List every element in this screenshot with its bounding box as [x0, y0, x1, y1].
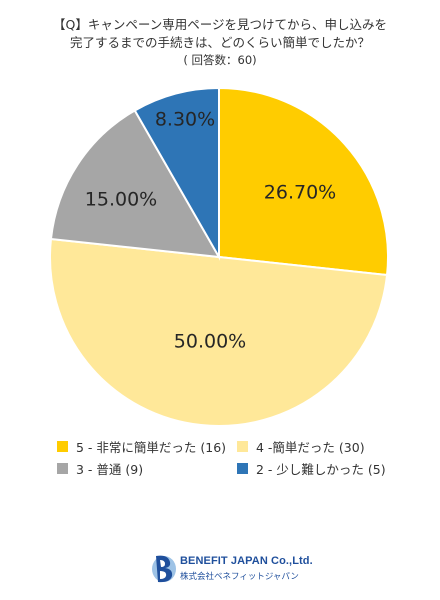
respondent-count: ( 回答数：60) — [183, 53, 257, 67]
legend-item-3: 3 - 普通 (9) — [57, 459, 143, 478]
legend-item-2: 4 -簡単だった (30) — [237, 437, 365, 456]
legend-label: 2 - 少し難しかった (5) — [256, 462, 386, 477]
legend-swatch — [57, 441, 68, 452]
pie-slice-1 — [218, 86, 389, 277]
data-label-2: 50.00% — [174, 331, 246, 353]
company-logo: BENEFIT JAPAN Co.,Ltd. 株式会社ベネフィットジャパン — [150, 552, 313, 586]
legend-swatch — [237, 441, 248, 452]
legend-item-4: 2 - 少し難しかった (5) — [237, 459, 386, 478]
legend-swatch — [57, 463, 68, 474]
logo-company-name-ja: 株式会社ベネフィットジャパン — [180, 572, 299, 582]
logo-company-name: BENEFIT JAPAN Co.,Ltd. — [180, 555, 313, 567]
pie-slice-2 — [49, 237, 389, 427]
pie-slice-4 — [133, 86, 220, 261]
data-label-3: 15.00% — [85, 189, 157, 211]
legend-label: 3 - 普通 (9) — [76, 462, 144, 477]
data-label-4: 8.30% — [155, 109, 215, 131]
question-line-1: 【Q】キャンペーン専用ページを見つけてから、申し込みを — [53, 17, 387, 32]
chart-title: 【Q】キャンペーン専用ページを見つけてから、申し込みを 完了するまでの手続きは、… — [0, 16, 440, 69]
pie-slice-3 — [49, 109, 221, 259]
data-label-1: 26.70% — [264, 182, 336, 204]
legend-swatch — [237, 463, 248, 474]
question-line-2: 完了するまでの手続きは、どのくらい簡単でしたか？ — [69, 35, 370, 50]
legend-label: 5 - 非常に簡単だった (16) — [76, 440, 227, 455]
legend-label: 4 -簡単だった (30) — [256, 440, 365, 455]
legend-item-1: 5 - 非常に簡単だった (16) — [57, 437, 226, 456]
benefit-japan-logo-mark-icon — [152, 555, 176, 583]
